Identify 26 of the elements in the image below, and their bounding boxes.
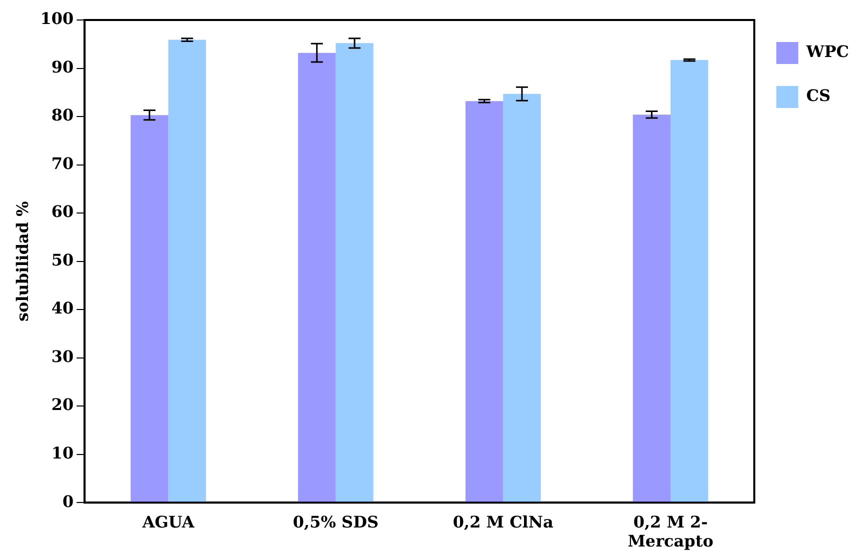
bar (503, 94, 541, 502)
y-tick-label: 10 (51, 443, 74, 462)
y-tick-label: 70 (51, 154, 74, 173)
bar (632, 114, 671, 502)
y-tick-label: 80 (51, 106, 74, 125)
legend-label: WPC (805, 42, 849, 62)
x-tick-label: 0,5% SDS (292, 512, 379, 532)
bar (670, 60, 708, 502)
y-tick-label: 90 (51, 57, 74, 76)
bar (465, 101, 504, 502)
y-tick-label: 0 (62, 492, 74, 511)
x-tick-label: 0,2 M ClNa (452, 512, 554, 532)
y-tick-label: 50 (51, 250, 74, 270)
x-tick-label: 0,2 M 2-Mercapto (628, 512, 714, 551)
bar (130, 115, 168, 502)
y-tick-label: 100 (40, 9, 74, 28)
bar (336, 43, 374, 502)
y-tick-label: 60 (51, 202, 74, 222)
bar (168, 40, 206, 502)
y-tick-label: 40 (51, 298, 74, 318)
x-tick-label: AGUA (141, 512, 195, 532)
legend-label: CS (806, 86, 831, 106)
y-tick-label: 30 (51, 346, 74, 366)
y-tick-label: 20 (51, 395, 74, 414)
y-axis-title: solubilidad % (12, 201, 32, 322)
bar (298, 52, 336, 502)
